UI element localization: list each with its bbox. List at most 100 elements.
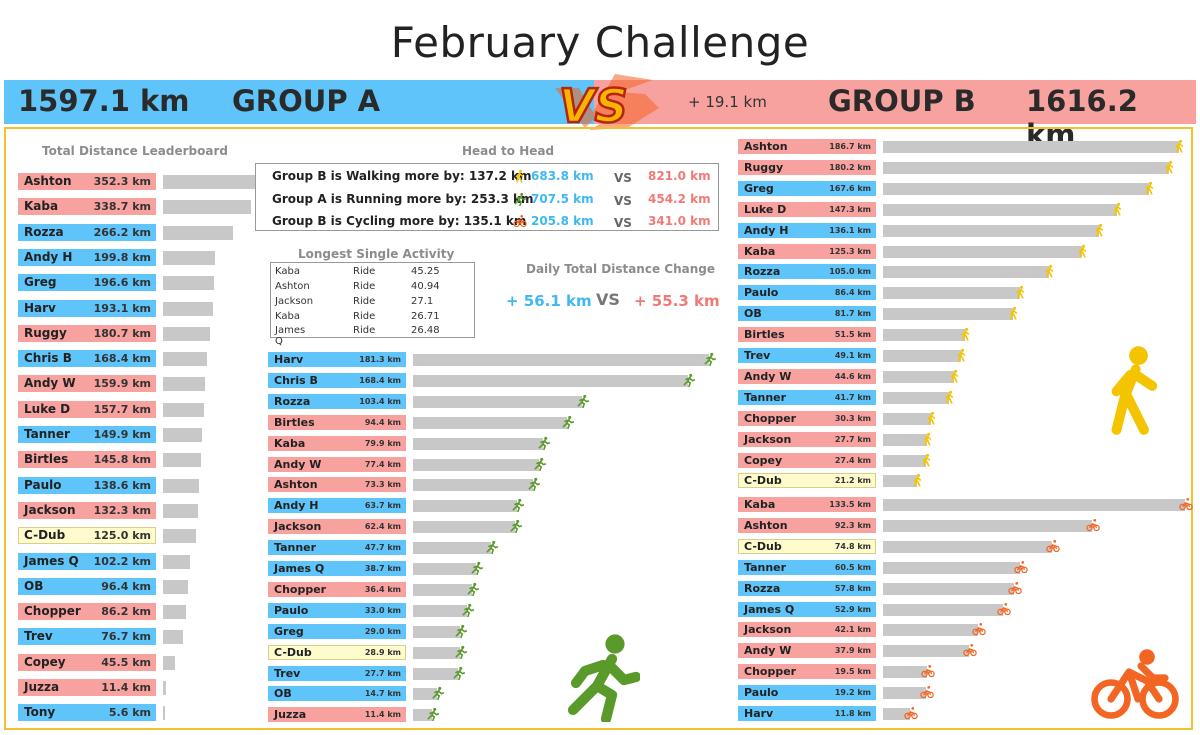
bar-name: Chopper [744,412,797,425]
walking-label-14: Jackson 27.7 km [738,432,876,447]
bar-name: Kaba [744,498,776,511]
bar-name: Greg [274,625,304,638]
bar-name: Andy H [24,250,73,264]
bar-name: Greg [744,182,774,195]
walking-bar-3 [883,204,1117,216]
bar-name: Ashton [24,174,72,188]
bar-name: Chopper [744,665,797,678]
running-bar-14 [413,647,460,659]
walking-bar-16 [883,475,917,487]
bar-name: Tanner [744,561,787,574]
running-bar-11 [413,584,472,596]
bar-name: Birtles [744,328,785,341]
walk-marker-icon [948,368,962,383]
leaderboard-bar-6 [163,327,210,341]
cycling-label-9: Paulo 19.2 km [738,685,876,700]
walking-label-0: Ashton 186.7 km [738,139,876,154]
bar-name: Jackson [744,433,792,446]
leaderboard-bar-3 [163,251,215,265]
walking-label-13: Chopper 30.3 km [738,411,876,426]
bar-value-label: 11.4 km [101,681,151,694]
running-bar-6 [413,479,533,491]
leaderboard-bar-9 [163,403,204,417]
running-bar-5 [413,459,539,471]
bar-name: C-Dub [24,528,66,542]
leaderboard-bar-10 [163,428,202,442]
bar-name: Ruggy [24,326,67,340]
running-bar-3 [413,417,567,429]
running-bar-9 [413,542,491,554]
bar-value-label: 19.2 km [834,688,871,697]
bar-name: Trev [24,629,53,643]
cycling-bar-6 [883,624,978,636]
lsa-distance: 26.71 [411,311,440,322]
lsa-name: James Q [275,325,306,347]
bar-value-label: 352.3 km [93,175,151,188]
bar-value-label: 63.7 km [364,501,401,510]
lsa-type: Ride [353,311,376,322]
running-label-6: Ashton 73.3 km [268,477,406,492]
leaderboard-label-0: Ashton 352.3 km [18,173,156,190]
bar-value-label: 132.3 km [93,504,151,517]
dashboard-frame [4,127,1193,730]
running-bar-0 [413,354,709,366]
cycling-label-0: Kaba 133.5 km [738,497,876,512]
bar-name: Andy W [744,644,792,657]
bar-value-label: 102.2 km [93,555,151,568]
bar-name: Paulo [274,604,309,617]
bar-value-label: 11.8 km [834,709,871,718]
bar-value-label: 94.4 km [364,418,401,427]
cycling-label-5: James Q 52.9 km [738,602,876,617]
bar-name: Paulo [744,286,779,299]
cycling-label-7: Andy W 37.9 km [738,643,876,658]
cycling-bar-9 [883,687,926,699]
lsa-type: Ride [353,325,376,336]
lsa-name: Jackson [275,296,314,307]
run-marker-icon [470,560,484,576]
h2h-walking-b: 821.0 km [648,169,711,183]
bar-value-label: 74.8 km [834,542,871,551]
walking-bar-4 [883,225,1099,237]
bar-value-label: 73.3 km [364,480,401,489]
bar-value-label: 86.4 km [834,288,871,297]
bar-name: Luke D [744,203,787,216]
h2h-running-text: Group A is Running more by: 253.3 km [272,192,534,206]
bar-value-label: 147.3 km [829,205,871,214]
bar-name: C-Dub [274,646,312,659]
longest-activity-table: Kaba Ride 45.25 Ashton Ride 40.94 Jackson Rid… [270,262,475,347]
walking-label-5: Kaba 125.3 km [738,244,876,259]
head-to-head-title: Head to Head [462,144,555,158]
bar-value-label: 62.4 km [364,522,401,531]
run-marker-icon [461,602,475,618]
run-marker-icon [509,518,523,534]
running-label-17: Juzza 11.4 km [268,707,406,722]
leaderboard-label-1: Kaba 338.7 km [18,198,156,215]
walking-label-6: Rozza 105.0 km [738,264,876,279]
cycle-icon [513,215,527,228]
bar-value-label: 42.1 km [834,625,871,634]
running-label-3: Birtles 94.4 km [268,415,406,430]
bar-value-label: 145.8 km [93,453,151,466]
cycling-label-3: Tanner 60.5 km [738,560,876,575]
bar-value-label: 167.6 km [829,184,871,193]
cycling-bar-8 [883,666,927,678]
lsa-type: Ride [353,266,376,277]
walking-bar-2 [883,183,1149,195]
walk-marker-icon [1163,159,1177,174]
bar-name: Trev [744,349,771,362]
bar-name: Andy H [274,499,319,512]
bar-name: Jackson [24,503,76,517]
page-title: February Challenge [390,18,810,67]
running-bar-16 [413,688,437,700]
walk-big-icon [1111,346,1158,435]
leaderboard-title: Total Distance Leaderboard [42,144,228,158]
bar-value-label: 86.2 km [101,605,151,618]
bar-value-label: 103.4 km [359,397,401,406]
bar-name: Tanner [744,391,787,404]
cycling-bar-2 [883,541,1052,553]
bar-name: Paulo [24,478,62,492]
running-label-14: C-Dub 28.9 km [268,645,406,660]
leaderboard-bar-5 [163,302,213,316]
cycling-label-2: C-Dub 74.8 km [738,539,876,554]
bar-name: Harv [274,353,304,366]
